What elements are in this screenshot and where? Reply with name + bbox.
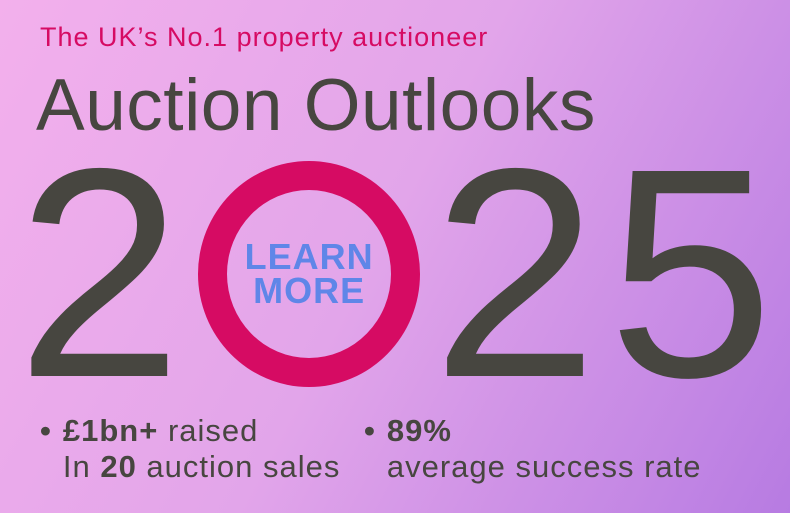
stat-raised-amount: £1bn+ [62,413,159,448]
year-digit-2: 2 [16,107,183,440]
learn-more-label: LEARN MORE [244,235,374,311]
page-title: Auction Outlooks [36,65,596,146]
stat-raised-line1: £1bn+ raised [62,413,259,448]
bullet-dot: • [40,413,52,448]
stat-success-rate-line1: 89% [387,413,702,449]
stat-raised-line2: In 20 auction sales [62,449,341,484]
stat-success-rate-text: 89% average success rate [387,413,702,485]
stat-success-rate-line2: average success rate [386,449,702,484]
learn-more-line1: LEARN [244,235,374,277]
year-2025: 2 LEARN MORE 25 [0,125,790,423]
stat-raised: • £1bn+ raised In 20 auction sales [40,413,340,485]
learn-more-line2: MORE [253,270,366,311]
stat-sales-count: 20 [100,449,137,484]
stat-success-rate: • 89% average success rate [364,413,702,485]
year-digits-25: 25 [432,107,784,440]
tagline: The UK’s No.1 property auctioneer [40,22,489,52]
learn-more-button[interactable]: LEARN MORE [198,161,421,387]
stat-raised-text: £1bn+ raised In 20 auction sales [63,413,341,485]
stat-success-percent: 89% [386,413,452,448]
bullet-dot: • [364,413,376,448]
